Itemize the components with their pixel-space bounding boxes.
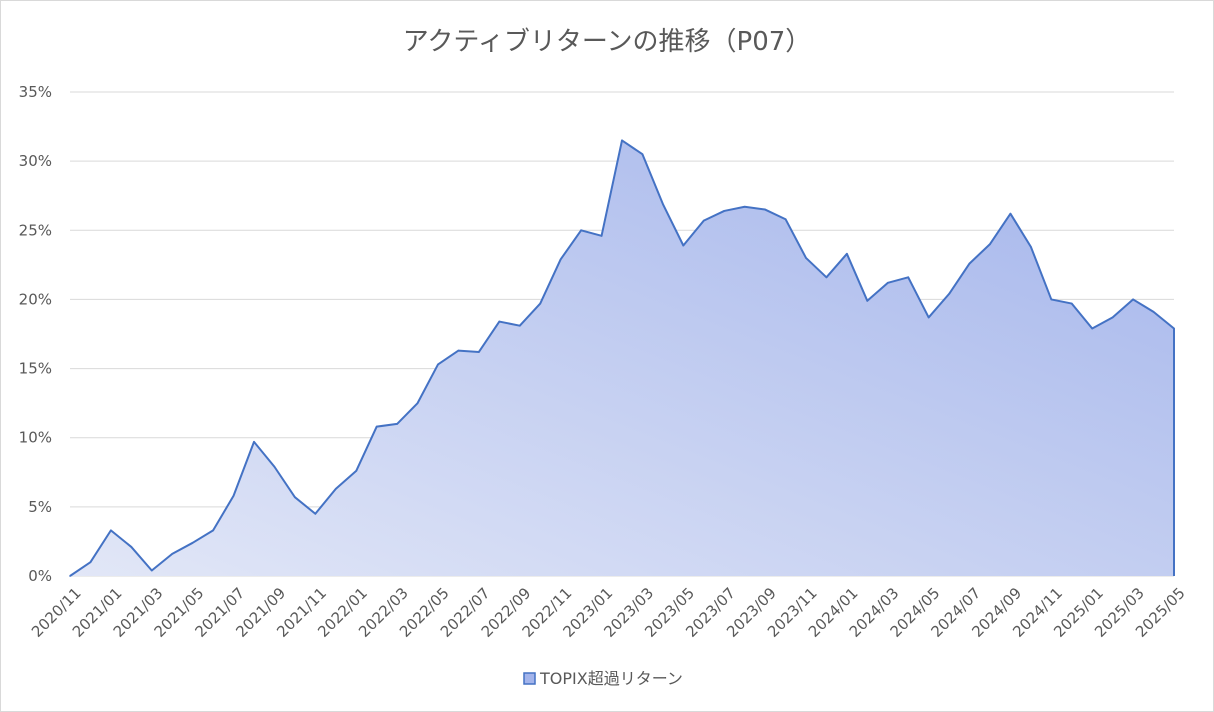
data-point xyxy=(273,465,276,468)
data-point xyxy=(846,252,848,255)
data-point xyxy=(948,293,950,295)
y-tick-label: 35% xyxy=(19,83,52,101)
data-point xyxy=(1152,311,1155,313)
data-point xyxy=(232,494,235,497)
y-tick-label: 30% xyxy=(19,152,52,170)
data-point xyxy=(621,139,623,142)
data-point xyxy=(457,349,460,352)
data-point xyxy=(764,208,766,211)
data-point xyxy=(927,316,930,319)
y-tick-label: 20% xyxy=(19,290,52,308)
data-point xyxy=(1009,212,1012,215)
chart-title: アクティブリターンの推移（P07） xyxy=(403,27,812,57)
data-point xyxy=(416,402,419,404)
data-point xyxy=(968,262,971,265)
series-line xyxy=(69,139,1175,577)
data-point xyxy=(702,219,705,222)
data-point xyxy=(825,276,828,279)
data-point xyxy=(212,529,214,532)
y-tick-label: 25% xyxy=(19,221,52,239)
data-point xyxy=(498,320,501,323)
data-point xyxy=(314,512,317,515)
data-point xyxy=(1070,302,1073,305)
y-tick-label: 0% xyxy=(28,567,52,585)
data-point xyxy=(191,542,194,544)
series-area xyxy=(70,140,1174,576)
data-point xyxy=(1091,327,1094,330)
data-point xyxy=(805,257,807,259)
data-point xyxy=(334,488,337,490)
data-point xyxy=(989,243,991,245)
y-axis-labels: 0% 5% 10% 15% 20% 25% 30% 35% xyxy=(19,83,52,585)
data-point xyxy=(743,205,746,208)
data-point xyxy=(866,300,869,302)
data-point xyxy=(518,324,521,327)
data-point xyxy=(1111,316,1114,319)
data-point xyxy=(171,553,174,555)
data-point xyxy=(784,218,787,221)
data-point xyxy=(682,244,685,247)
data-point xyxy=(253,441,255,443)
data-point xyxy=(294,496,296,498)
data-point xyxy=(886,282,889,284)
legend-entry: TOPIX超過リターン xyxy=(539,669,683,688)
data-point xyxy=(1132,298,1134,301)
data-point xyxy=(539,302,542,305)
data-point xyxy=(1050,298,1053,301)
data-point xyxy=(150,569,153,572)
y-tick-label: 5% xyxy=(28,498,52,516)
y-tick-label: 15% xyxy=(19,360,52,378)
data-point xyxy=(559,258,562,261)
data-point xyxy=(478,351,480,353)
data-point xyxy=(437,363,439,366)
data-point xyxy=(89,561,92,563)
data-point xyxy=(355,470,358,472)
data-point xyxy=(1030,246,1032,248)
data-point xyxy=(641,153,644,156)
data-point xyxy=(69,575,71,577)
data-point xyxy=(1173,327,1175,330)
data-point xyxy=(375,425,378,428)
data-point xyxy=(110,529,112,532)
data-point xyxy=(580,229,582,232)
x-axis-labels: 2020/112021/012021/032021/052021/072021/… xyxy=(28,584,1189,641)
data-point xyxy=(130,546,133,548)
data-point xyxy=(396,423,398,425)
series-layer xyxy=(69,139,1175,577)
legend: TOPIX超過リターン xyxy=(523,669,683,688)
data-point xyxy=(723,210,726,212)
data-point xyxy=(907,276,910,279)
data-point xyxy=(600,235,603,237)
data-point xyxy=(662,203,664,205)
y-tick-label: 10% xyxy=(19,429,52,447)
legend-swatch xyxy=(523,672,536,685)
